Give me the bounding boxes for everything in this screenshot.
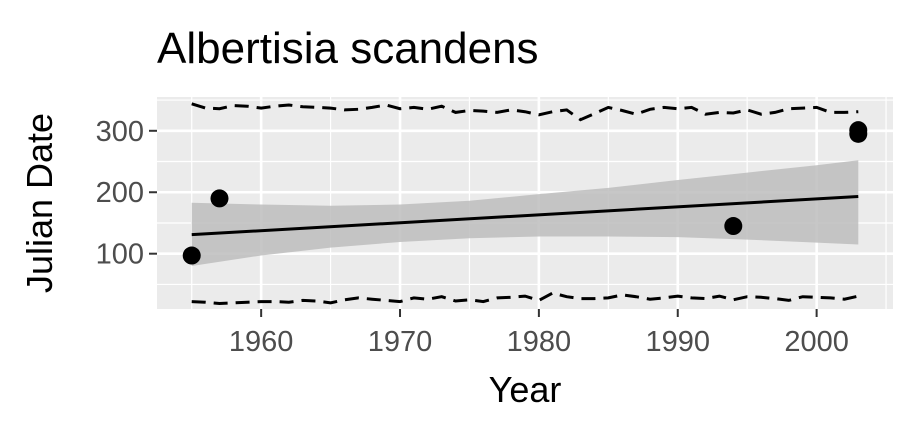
data-point bbox=[724, 217, 743, 236]
fit-line-group bbox=[191, 195, 859, 237]
confidence-band bbox=[191, 160, 859, 266]
x-tick-label: 1960 bbox=[229, 326, 294, 358]
x-tick-label: 1990 bbox=[645, 326, 710, 358]
x-axis-title: Year bbox=[489, 369, 562, 410]
y-axis-title: Julian Date bbox=[19, 113, 60, 293]
chart-title: Albertisia scandens bbox=[157, 24, 539, 73]
x-tick-label: 1970 bbox=[368, 326, 433, 358]
data-point bbox=[849, 121, 868, 140]
x-axis-ticks: 1960 1970 1980 1990 2000 bbox=[229, 309, 849, 358]
data-point bbox=[182, 246, 201, 265]
dashed-lines bbox=[191, 102, 859, 306]
data-point bbox=[210, 189, 229, 208]
y-tick-label: 300 bbox=[96, 116, 144, 148]
data-points bbox=[182, 121, 868, 265]
y-tick-label: 100 bbox=[96, 239, 144, 271]
upper-dashed-line bbox=[191, 102, 859, 122]
y-axis-ticks: 100 200 300 bbox=[96, 116, 157, 271]
y-tick-label: 200 bbox=[96, 177, 144, 209]
confidence-band-area bbox=[191, 160, 859, 266]
lower-dashed-line bbox=[191, 291, 859, 306]
x-tick-label: 2000 bbox=[784, 326, 849, 358]
x-tick-label: 1980 bbox=[507, 326, 572, 358]
fit-line bbox=[191, 195, 859, 237]
